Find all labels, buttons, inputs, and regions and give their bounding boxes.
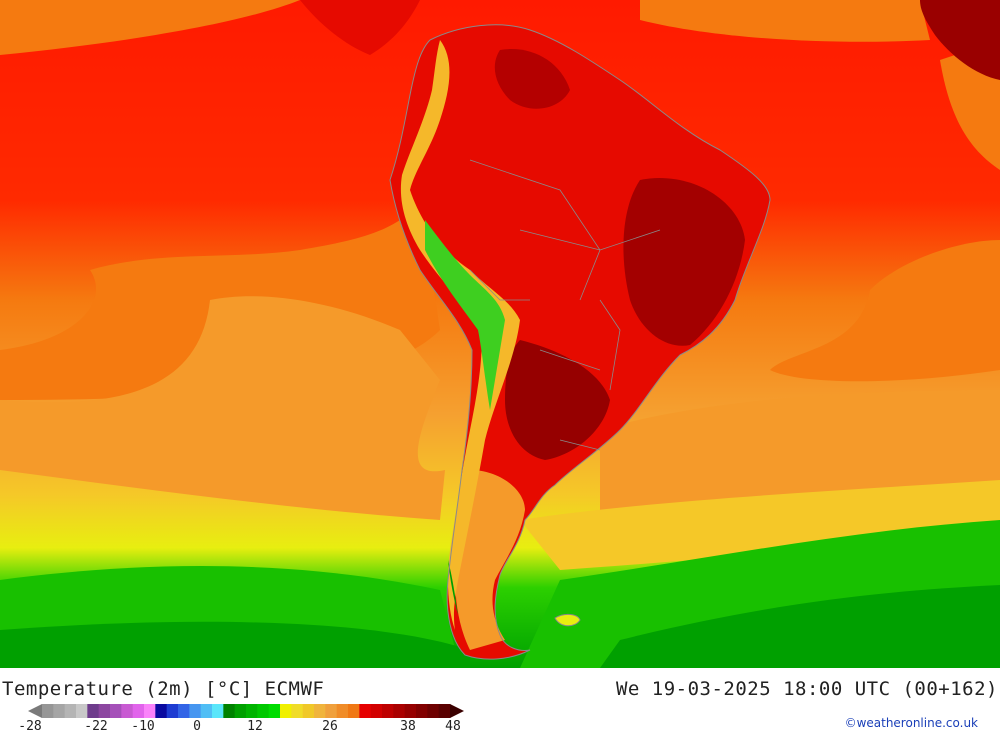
chaco-heat (505, 340, 610, 460)
colorbar-swatch (257, 704, 270, 718)
tick-label: -28 (18, 719, 42, 734)
colorbar-swatch (302, 704, 315, 718)
tick-label: -22 (84, 719, 108, 734)
patagonia (455, 470, 525, 650)
tick-label: 12 (247, 719, 263, 734)
colorbar-swatch (359, 704, 372, 718)
colorbar-swatch (132, 704, 145, 718)
colorbar-swatch (155, 704, 168, 718)
colorbar-swatch (98, 704, 111, 718)
colorbar-swatch (382, 704, 394, 718)
colorbar-swatch (121, 704, 134, 718)
colorbar-swatch (178, 704, 190, 718)
map-canvas (0, 0, 1000, 668)
pacific-north-band (0, 0, 300, 55)
colorbar-swatch (393, 704, 406, 718)
atlantic-mid-band (770, 240, 1000, 382)
colorbar-swatch (416, 704, 428, 718)
colorbar-swatch (246, 704, 258, 718)
colorbar-swatch (76, 704, 88, 718)
colorbar-swatch (110, 704, 122, 718)
country-borders (469, 159, 661, 451)
colorbar-swatch (268, 704, 281, 718)
forecast-time: We 19-03-2025 18:00 UTC (00+162) (615, 678, 998, 700)
coastline (389, 24, 771, 660)
colorbar-swatch (64, 704, 77, 718)
brazil-heat (623, 178, 745, 346)
southern-ocean-west-cold (0, 621, 470, 668)
colorbar-swatch (189, 704, 202, 718)
tick-label: 0 (193, 719, 201, 734)
colorbar-swatch (438, 704, 451, 718)
colorbar-swatch (87, 704, 100, 718)
colorbar-swatch (42, 704, 54, 718)
central-america (300, 0, 420, 55)
africa-corner (920, 0, 1000, 80)
colorbar-swatch (404, 704, 417, 718)
venezuela-heat (494, 49, 570, 109)
tick-label: -10 (131, 719, 155, 734)
falkland-islands (554, 613, 581, 627)
southern-ocean-east-cold (600, 585, 1000, 668)
map-title: Temperature (2m) [°C] ECMWF (2, 678, 325, 700)
atlantic-yellow-band (520, 480, 1000, 570)
colorbar-swatch (348, 704, 360, 718)
colorbar-swatch (234, 704, 247, 718)
colorbar-swatch (166, 704, 179, 718)
colorbar-swatch (200, 704, 213, 718)
colorbar-swatch (212, 704, 224, 718)
colorbar-low-arrow (28, 704, 42, 718)
colorbar-swatch (53, 704, 66, 718)
tick-label: 48 (445, 719, 461, 734)
colorbar-swatch (336, 704, 349, 718)
patagonian-icefield (448, 560, 458, 615)
colorbar-swatch (223, 704, 236, 718)
colorbar-swatch (427, 704, 440, 718)
colorbar-swatch (325, 704, 338, 718)
map-footer: Temperature (2m) [°C] ECMWF We 19-03-202… (0, 668, 1000, 734)
colorbar-swatch (314, 704, 326, 718)
tick-label: 38 (400, 719, 416, 734)
andes-cold (425, 220, 505, 410)
tick-label: 26 (322, 719, 338, 734)
credit-link[interactable]: ©weatheronline.co.uk (844, 716, 978, 730)
caribbean-band (640, 0, 930, 42)
temperature-colorbar (28, 704, 464, 718)
colorbar-high-arrow (450, 704, 464, 718)
colorbar-swatch (291, 704, 304, 718)
pacific-south-band (0, 296, 445, 520)
colorbar-swatch (280, 704, 292, 718)
colorbar-swatch (144, 704, 156, 718)
colorbar-swatch (370, 704, 383, 718)
temperature-map (0, 0, 1000, 668)
